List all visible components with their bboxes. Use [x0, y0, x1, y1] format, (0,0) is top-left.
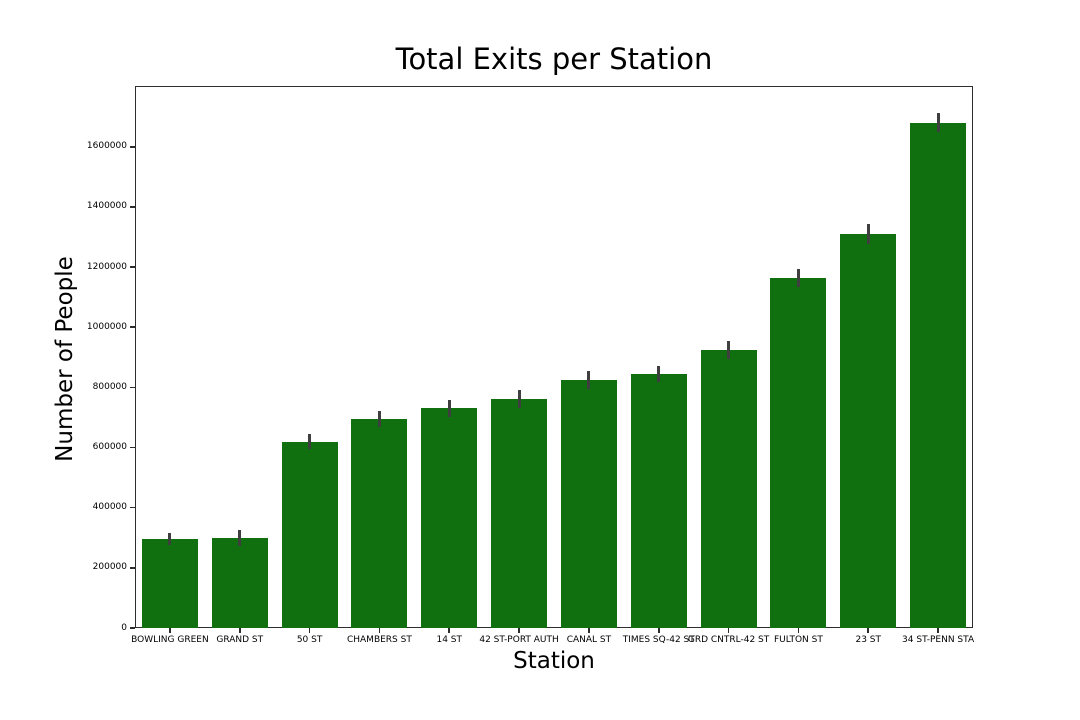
error-bar: [168, 533, 172, 546]
y-tick-label: 400000: [92, 502, 127, 513]
error-bar: [587, 371, 591, 389]
error-bar: [308, 433, 312, 450]
x-tick-mark: [238, 628, 241, 633]
error-bar: [796, 268, 800, 287]
y-tick-mark: [130, 326, 135, 329]
x-tick-label: 42 ST-PORT AUTH: [479, 635, 559, 645]
y-tick-mark: [130, 206, 135, 208]
x-tick-label: GRAND ST: [216, 635, 264, 645]
plot-area: [135, 86, 973, 628]
x-tick-label: 50 ST: [296, 635, 323, 645]
x-tick-label: CANAL ST: [566, 635, 612, 645]
bar-23-st: [840, 233, 897, 628]
x-tick-mark: [657, 628, 660, 633]
x-tick-mark: [518, 628, 520, 633]
x-tick-mark: [448, 628, 451, 633]
y-tick-label: 1400000: [86, 201, 127, 212]
bar-grd-cntrl-42-st: [700, 349, 757, 628]
bar-chambers-st: [351, 418, 408, 628]
x-tick-label: GRD CNTRL-42 ST: [687, 635, 770, 645]
bar-42-st-port-auth: [491, 399, 548, 628]
y-tick-mark: [130, 386, 135, 389]
bar-canal-st: [560, 379, 617, 628]
bar-50-st: [281, 441, 338, 628]
error-bar: [727, 340, 731, 359]
bar-grand-st: [211, 537, 268, 628]
x-tick-label: CHAMBERS ST: [346, 635, 412, 645]
y-tick-label: 800000: [92, 381, 127, 392]
bar-fulton-st: [770, 277, 827, 628]
x-tick-label: BOWLING GREEN: [131, 635, 209, 645]
y-tick-mark: [130, 506, 135, 509]
y-tick-label: 1200000: [86, 261, 127, 272]
x-tick-mark: [378, 628, 381, 633]
x-tick-mark: [797, 628, 800, 633]
bar-34-st-penn-sta: [910, 122, 967, 628]
x-tick-label: 34 ST-PENN STA: [902, 635, 975, 645]
y-tick-mark: [130, 627, 135, 629]
error-bar: [657, 365, 661, 382]
chart-title: Total Exits per Station: [395, 42, 713, 76]
x-tick-mark: [937, 628, 939, 633]
x-tick-label: 14 ST: [436, 635, 463, 645]
error-bar: [238, 529, 242, 546]
x-tick-mark: [588, 628, 590, 633]
x-tick-label: TIMES SQ-42 ST: [622, 635, 695, 645]
error-bar: [447, 399, 451, 418]
x-tick-mark: [867, 628, 870, 633]
x-tick-label: FULTON ST: [773, 635, 823, 645]
y-tick-label: 1600000: [86, 141, 127, 152]
error-bar: [866, 224, 870, 244]
y-tick-mark: [130, 567, 135, 569]
x-tick-mark: [727, 628, 730, 633]
bar-14-st: [421, 408, 478, 628]
y-tick-label: 600000: [92, 442, 127, 453]
x-tick-mark: [169, 628, 171, 633]
y-tick-label: 200000: [92, 562, 127, 573]
bar-times-sq-42-st: [630, 373, 687, 628]
error-bar: [517, 390, 521, 409]
x-tick-mark: [308, 628, 311, 633]
y-tick-mark: [130, 446, 135, 449]
error-bar: [377, 410, 381, 428]
x-tick-label: 23 ST: [855, 635, 882, 645]
error-bar: [936, 113, 940, 133]
x-axis-label: Station: [513, 648, 595, 674]
y-tick-mark: [130, 145, 135, 148]
y-tick-label: 1000000: [86, 321, 127, 332]
bar-bowling-green: [141, 539, 198, 628]
y-tick-label: 0: [121, 622, 127, 633]
y-tick-mark: [130, 266, 135, 268]
